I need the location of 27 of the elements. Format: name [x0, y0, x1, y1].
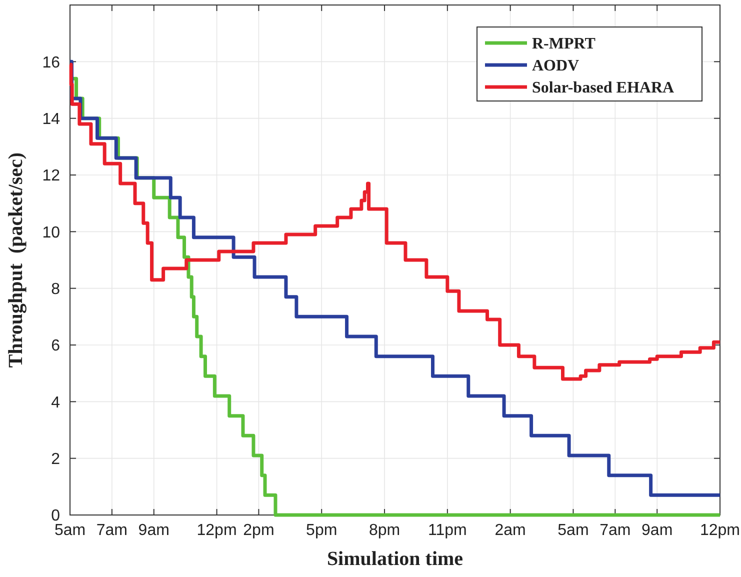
x-tick-label: 12pm [196, 522, 237, 539]
y-tick-label: 6 [51, 338, 60, 355]
x-tick-label: 2pm [243, 522, 274, 539]
legend-label: R-MPRT [532, 36, 596, 53]
x-axis-title: Simulation time [326, 548, 464, 570]
x-tick-label: 7am [600, 522, 631, 539]
x-tick-label: 12pm [700, 522, 740, 539]
x-tick-label: 2am [494, 522, 526, 539]
y-tick-label: 12 [42, 168, 60, 185]
x-tick-label: 9am [138, 522, 170, 539]
y-tick-label: 14 [42, 110, 60, 128]
y-tick-label: 4 [51, 394, 60, 412]
x-tick-label: 7am [96, 522, 128, 539]
legend-label: Solar-based EHARA [532, 80, 675, 97]
x-tick-label: 9am [642, 522, 673, 539]
x-tick-label: 5am [54, 522, 86, 539]
y-tick-label: 2 [51, 450, 60, 468]
x-tick-label: 11pm [428, 522, 467, 539]
x-tick-label: 5pm [306, 522, 338, 539]
y-tick-label: 8 [51, 280, 60, 298]
y-tick-label: 0 [51, 508, 60, 525]
x-tick-label: 8pm [368, 522, 400, 539]
legend-label: AODV [532, 58, 580, 75]
y-tick-label: 16 [42, 54, 60, 72]
x-tick-label: 5am [558, 522, 589, 539]
y-axis-title: Throughput (packet/sec) [5, 152, 27, 368]
y-tick-label: 10 [42, 224, 60, 242]
